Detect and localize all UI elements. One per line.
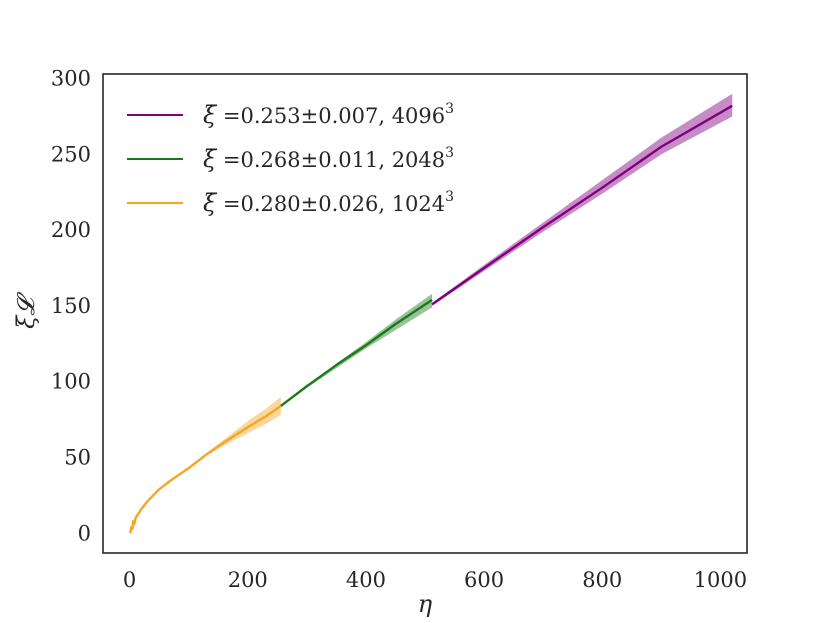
line-series-1 xyxy=(280,298,433,407)
y-tick-label: 150 xyxy=(51,294,91,318)
y-axis-ticks: 0 50 100 150 200 250 300 xyxy=(51,67,91,546)
x-tick-label: 600 xyxy=(464,568,504,592)
legend-entry-1: ξ̇ =0.268±0.011, 20483 xyxy=(127,145,454,173)
series-lines xyxy=(129,104,733,534)
legend: ξ̇ =0.253±0.007, 40963 ξ̇ =0.268±0.011, 2… xyxy=(127,101,454,217)
legend-label: ξ̇ =0.253±0.007, 40963 xyxy=(203,101,454,129)
line-series-0 xyxy=(431,104,733,306)
legend-label: ξ̇ =0.268±0.011, 20483 xyxy=(203,145,454,173)
y-tick-label: 200 xyxy=(51,218,91,242)
x-axis-label: η xyxy=(418,590,433,618)
y-axis-label: ξ𝓛 xyxy=(12,292,40,329)
x-tick-label: 800 xyxy=(582,568,622,592)
plot-frame xyxy=(102,73,748,554)
y-tick-label: 100 xyxy=(51,370,91,394)
y-tick-label: 50 xyxy=(64,446,91,470)
legend-label: ξ̇ =0.280±0.026, 10243 xyxy=(203,189,454,217)
legend-entry-0: ξ̇ =0.253±0.007, 40963 xyxy=(127,101,454,129)
legend-entry-2: ξ̇ =0.280±0.026, 10243 xyxy=(127,189,454,217)
x-tick-label: 400 xyxy=(346,568,386,592)
x-tick-label: 1000 xyxy=(694,568,747,592)
y-tick-label: 0 xyxy=(78,521,91,545)
y-tick-label: 250 xyxy=(51,142,91,166)
y-tick-label: 300 xyxy=(51,67,91,91)
band-series-2 xyxy=(130,396,281,534)
x-tick-label: 200 xyxy=(228,568,268,592)
line-series-2 xyxy=(129,404,282,534)
x-tick-label: 0 xyxy=(123,568,136,592)
x-axis-ticks: 0 200 400 600 800 1000 xyxy=(123,568,747,592)
